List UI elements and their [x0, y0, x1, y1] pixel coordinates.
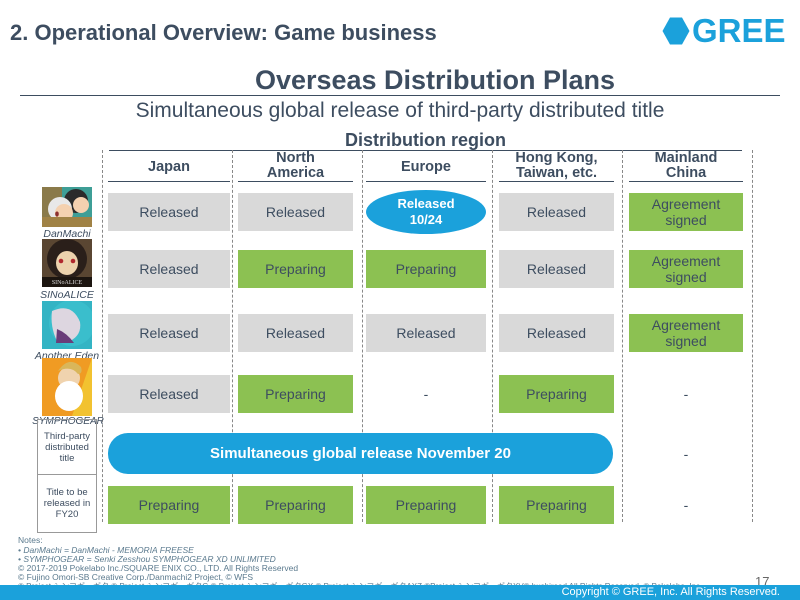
svg-text:SINoALICE: SINoALICE	[52, 280, 83, 286]
